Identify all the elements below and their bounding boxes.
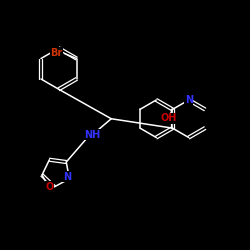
Text: Br: Br xyxy=(50,48,63,58)
Text: N: N xyxy=(63,172,71,182)
Text: OH: OH xyxy=(160,113,177,123)
Text: O: O xyxy=(46,182,54,192)
Text: N: N xyxy=(185,95,193,105)
Text: NH: NH xyxy=(84,130,100,140)
